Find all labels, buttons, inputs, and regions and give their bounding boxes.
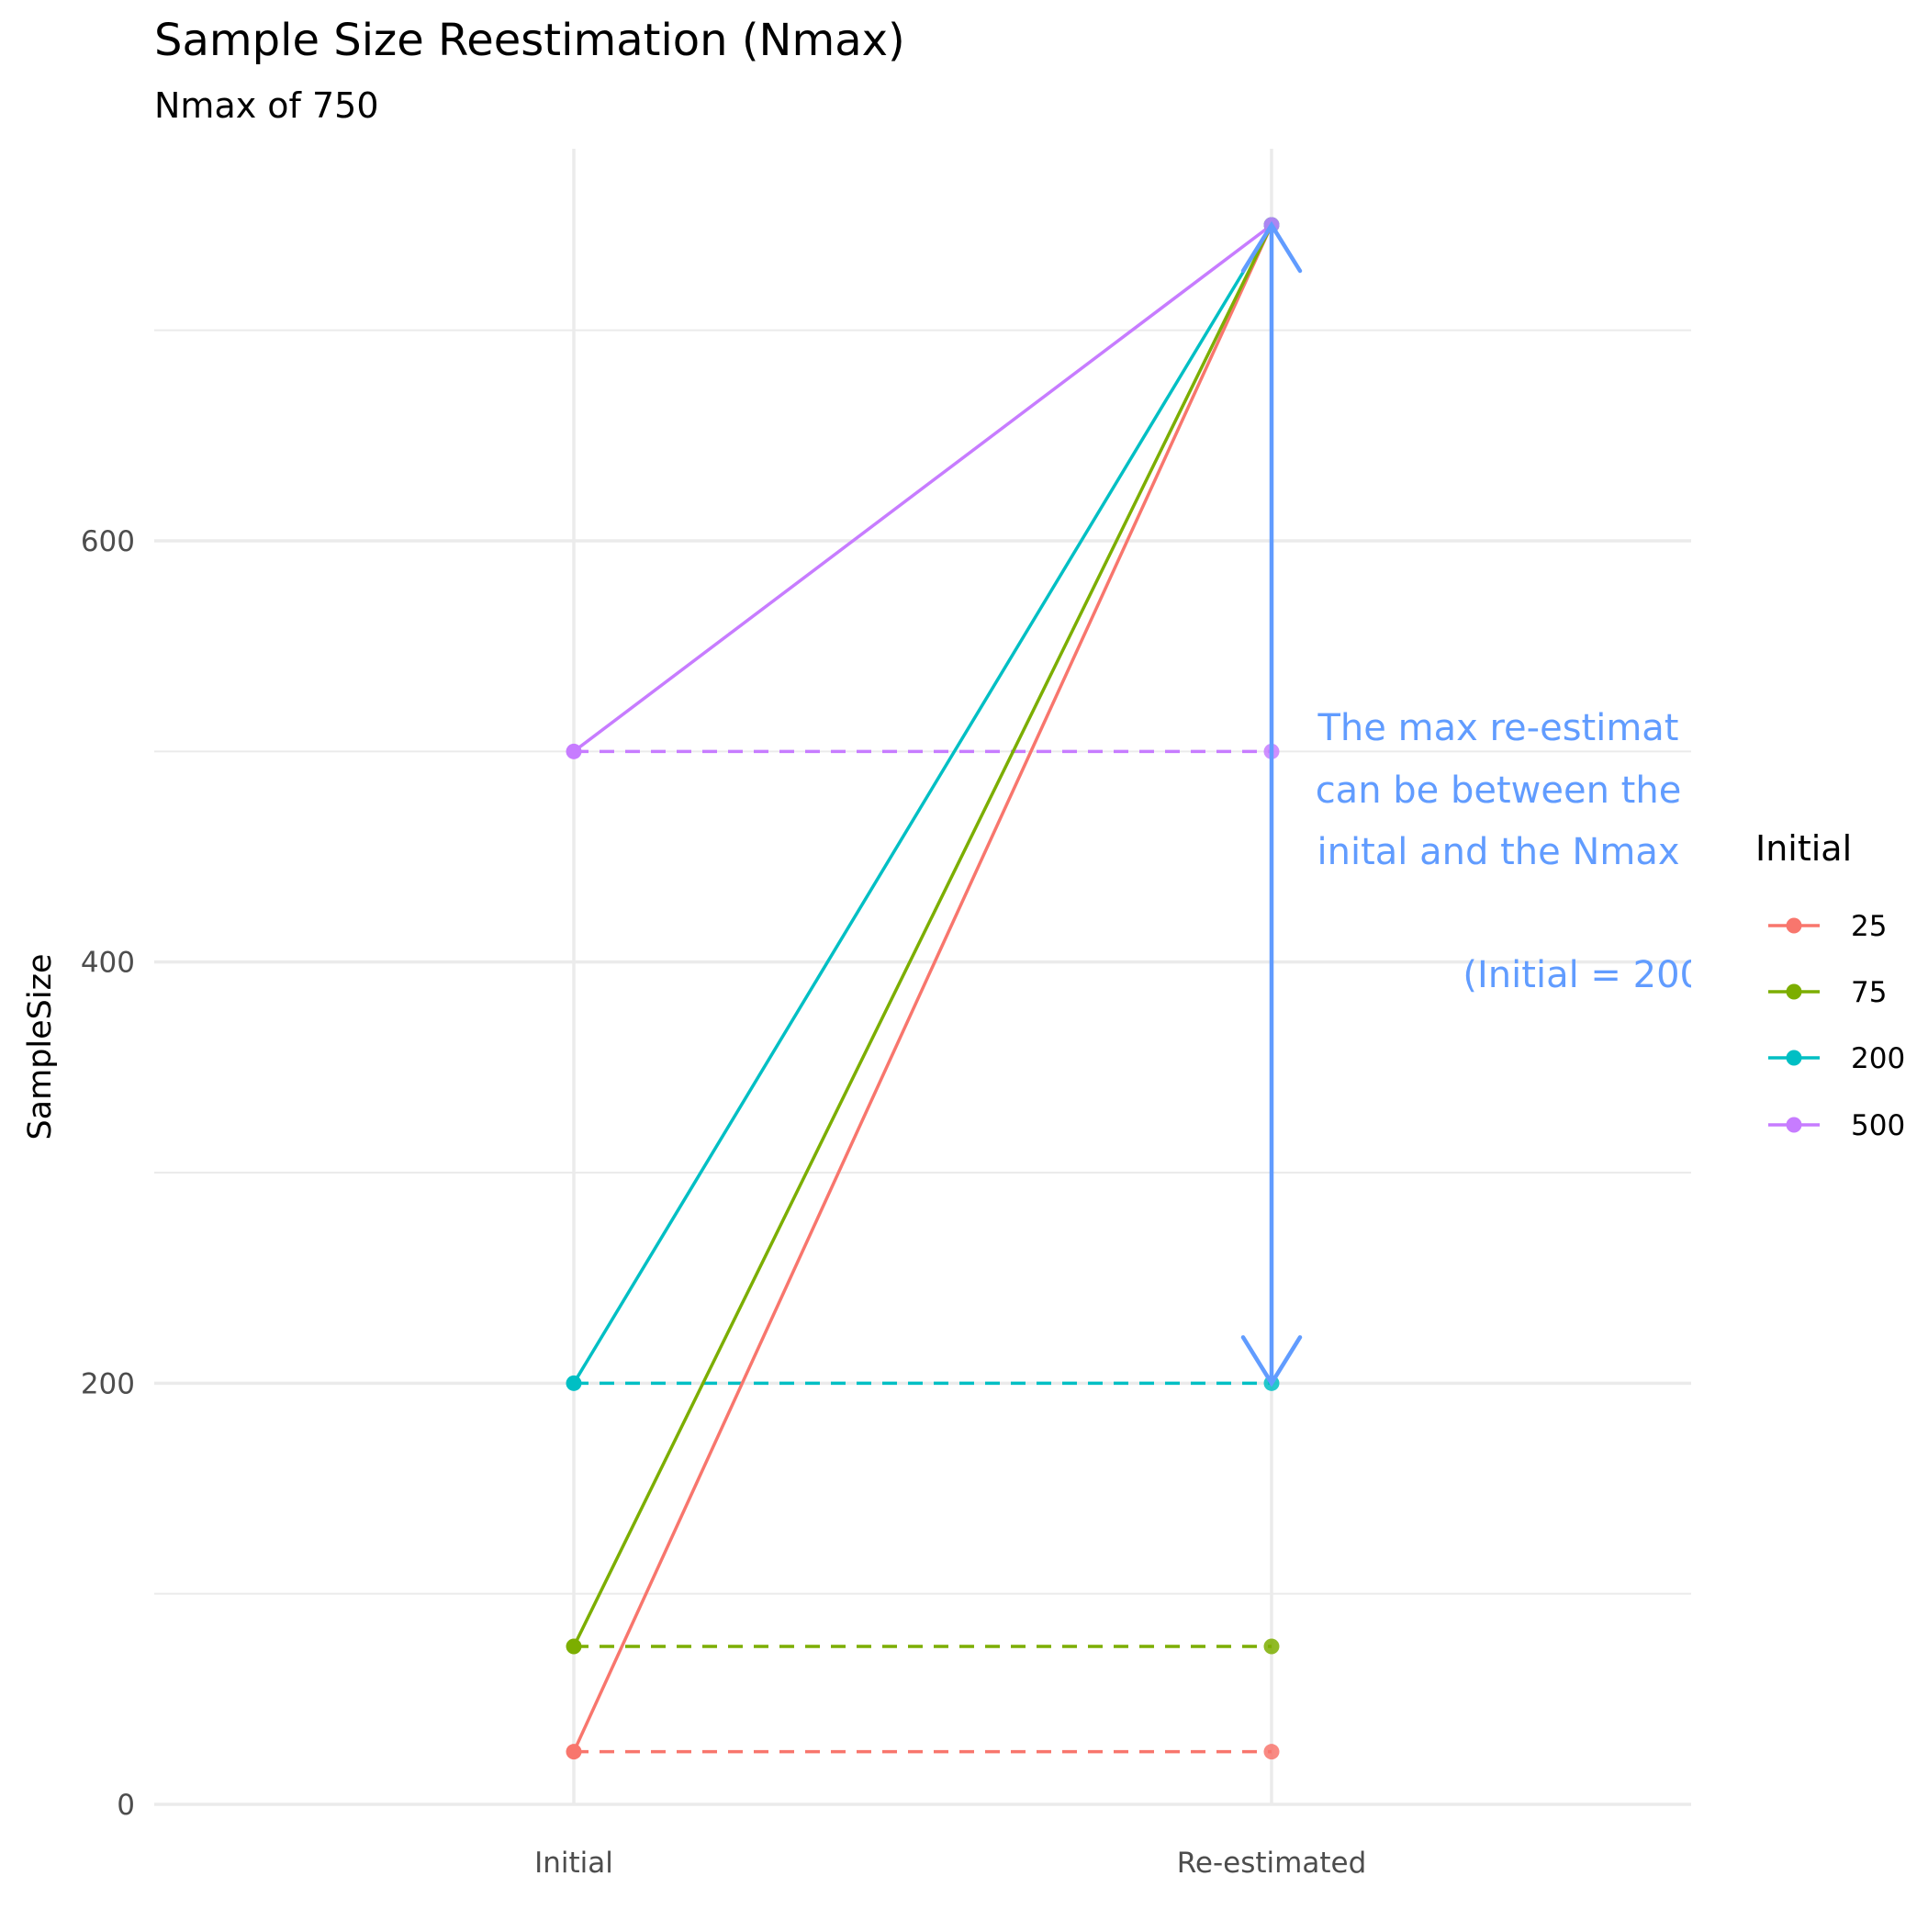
- grid: [154, 149, 1691, 1806]
- legend-label-75: 75: [1851, 976, 1887, 1009]
- chart-title: Sample Size Reestimation (Nmax): [154, 15, 905, 66]
- legend-key-point-500: [1786, 1117, 1802, 1133]
- annotation-arrowhead-bottom: [1240, 1335, 1303, 1387]
- annotation: The max re-estimat can be between the init…: [1240, 220, 1703, 1387]
- chart-subtitle: Nmax of 750: [154, 85, 379, 126]
- x-axis: Initial Re-estimated: [534, 1847, 1366, 1880]
- header: Sample Size Reestimation (Nmax) Nmax of …: [154, 15, 905, 126]
- y-axis-title: SampleSize: [22, 953, 59, 1140]
- x-tick-label: Re-estimated: [1177, 1847, 1367, 1880]
- y-axis: 0 200 400 600: [81, 525, 135, 1822]
- series-line-max-200: [572, 224, 1273, 1385]
- annotation-arrowhead-top: [1240, 220, 1303, 274]
- legend-key-point-200: [1786, 1050, 1802, 1066]
- legend-label-500: 500: [1851, 1109, 1905, 1142]
- legend-label-200: 200: [1851, 1042, 1905, 1075]
- series-line-max-75: [572, 224, 1273, 1647]
- series-point-min-25: [1263, 1744, 1280, 1760]
- series-point-initial-25: [566, 1744, 582, 1760]
- series-point-initial-75: [566, 1638, 582, 1655]
- series-point-initial-500: [566, 743, 582, 759]
- y-tick-label: 0: [117, 1789, 135, 1822]
- annotation-text-line: can be between the: [1316, 769, 1682, 812]
- series-point-min-75: [1263, 1638, 1280, 1655]
- annotation-text-line: The max re-estimat: [1317, 707, 1679, 749]
- annotation-text-line: (Initial = 200: [1463, 954, 1703, 996]
- legend-key-point-25: [1786, 917, 1802, 934]
- legend-title: Initial: [1755, 828, 1852, 869]
- legend: Initial 25 75 200 500: [1755, 828, 1905, 1142]
- y-tick-label: 400: [81, 947, 135, 980]
- series-line-max-25: [572, 224, 1273, 1753]
- x-tick-label: Initial: [534, 1847, 613, 1880]
- y-tick-label: 600: [81, 525, 135, 558]
- legend-key-point-75: [1786, 983, 1802, 1000]
- annotation-text-line: inital and the Nmax: [1317, 831, 1680, 873]
- series: [566, 217, 1280, 1760]
- legend-label-25: 25: [1851, 910, 1887, 943]
- series-point-initial-200: [566, 1375, 582, 1391]
- y-tick-label: 200: [81, 1367, 135, 1400]
- annotation-text-group: The max re-estimat can be between the init…: [1316, 707, 1703, 996]
- series-line-max-500: [572, 223, 1273, 753]
